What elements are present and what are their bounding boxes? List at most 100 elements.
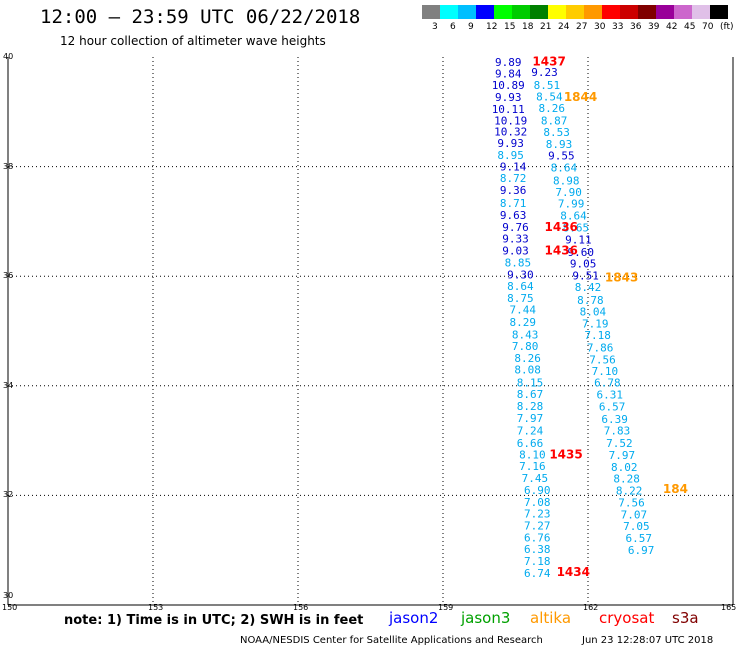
colorbar-swatch [620, 5, 638, 19]
colorbar-label: 45 [684, 22, 696, 32]
pass-time-labels: 1437 1844 1436 1436 1843 1435 1434 184 [532, 54, 688, 579]
lat-tick-label: 34 [3, 380, 14, 390]
legend-altika: altika [530, 609, 572, 627]
wave-height-value: 6.76 [524, 532, 551, 545]
pass-time-label: 1436 [545, 220, 578, 234]
lat-tick-label: 38 [3, 161, 14, 171]
wave-height-value: 7.08 [524, 496, 551, 509]
footer-credit: NOAA/NESDIS Center for Satellite Applica… [240, 635, 543, 646]
wave-height-value: 9.11 [565, 233, 592, 246]
wave-height-value: 9.05 [570, 258, 597, 271]
wave-height-value: 8.08 [514, 363, 541, 376]
colorbar-label: 36 [630, 22, 642, 32]
wave-height-value: 9.76 [502, 221, 529, 234]
wave-height-value: 8.65 [563, 221, 590, 234]
wave-height-value: 6.90 [524, 484, 551, 497]
wave-height-value: 9.55 [548, 150, 575, 163]
wave-height-value: 7.44 [510, 304, 537, 317]
wave-height-value: 7.97 [609, 449, 636, 462]
wave-height-value: 7.80 [512, 340, 539, 353]
map-grid [7, 57, 734, 606]
colorbar-label: 70 [702, 22, 714, 32]
wave-height-value: 9.93 [497, 137, 524, 150]
legend-cryosat: cryosat [599, 609, 655, 627]
colorbar-label: 15 [504, 22, 516, 32]
wave-height-value: 8.53 [543, 126, 570, 139]
wave-height-value: 8.78 [577, 294, 604, 307]
legend-s3a: s3a [672, 609, 699, 627]
pass-time-label: 1437 [532, 54, 565, 68]
page-title: 12:00 – 23:59 UTC 06/22/2018 [40, 6, 361, 28]
wave-height-value: 6.39 [601, 413, 628, 426]
wave-height-value: 6.97 [628, 544, 655, 557]
lat-tick-label: 36 [3, 271, 14, 281]
wave-height-value: 9.93 [495, 91, 522, 104]
colorbar-label: 21 [540, 22, 552, 32]
wave-height-value: 10.32 [494, 126, 527, 139]
wave-height-value: 7.90 [555, 186, 582, 199]
wave-height-value: 9.63 [500, 209, 527, 222]
colorbar-label: 6 [450, 22, 456, 32]
pass-time-label: 1434 [557, 565, 590, 579]
lon-tick-label: 159 [438, 603, 454, 612]
wave-height-value: 9.14 [500, 161, 527, 174]
lon-tick-label: 162 [583, 603, 599, 612]
lat-tick-label: 32 [3, 490, 14, 500]
colorbar-label: 33 [612, 22, 624, 32]
colorbar-swatch [710, 5, 728, 19]
wave-height-value: 7.05 [623, 520, 650, 533]
colorbar-swatch [476, 5, 494, 19]
wave-height-value: 7.07 [621, 509, 648, 522]
colorbar-swatch [440, 5, 458, 19]
wave-height-value: 8.64 [507, 280, 534, 293]
wave-height-value: 7.19 [582, 317, 609, 330]
wave-height-value: 9.60 [568, 246, 595, 259]
colorbar-label: 18 [522, 22, 534, 32]
wave-height-value: 9.51 [572, 270, 599, 283]
page-subtitle: 12 hour collection of altimeter wave hei… [60, 34, 326, 48]
footer-timestamp: Jun 23 12:28:07 UTC 2018 [582, 635, 714, 646]
wave-height-value: 8.22 [616, 484, 643, 497]
wave-height-value: 8.64 [551, 162, 578, 175]
lat-tick-label: 30 [3, 591, 14, 600]
pass-time-label: 184 [663, 482, 688, 496]
wave-height-value: 8.51 [534, 79, 561, 92]
wave-height-value: 9.84 [495, 67, 522, 80]
wave-height-value: 8.02 [611, 461, 638, 474]
wave-height-value: 8.43 [512, 328, 539, 341]
pass-time-label: 1435 [549, 447, 582, 461]
wave-height-points: 9.899.8410.899.9310.1110.1910.329.938.95… [492, 56, 655, 580]
pass-time-label: 1436 [545, 243, 578, 257]
wave-height-value: 7.18 [584, 329, 611, 342]
wave-height-value: 7.23 [524, 507, 551, 520]
colorbar-swatch [584, 5, 602, 19]
colorbar-swatch [692, 5, 710, 19]
wave-height-value: 8.67 [517, 388, 544, 401]
colorbar-label: 30 [594, 22, 606, 32]
colorbar-label: 9 [468, 22, 474, 32]
wave-height-value: 8.95 [497, 149, 524, 162]
legend-jason3: jason3 [461, 609, 511, 627]
wave-height-value: 7.86 [587, 341, 614, 354]
wave-height-value: 7.56 [589, 353, 616, 366]
wave-height-value: 8.26 [514, 352, 541, 365]
wave-height-value: 6.57 [626, 532, 653, 545]
wave-height-value: 9.89 [495, 56, 522, 69]
legend-note: note: 1) Time is in UTC; 2) SWH is in fe… [64, 613, 364, 628]
wave-height-value: 9.36 [500, 184, 527, 197]
wave-height-value: 6.38 [524, 543, 551, 556]
colorbar-label: 24 [558, 22, 570, 32]
colorbar-swatch [674, 5, 692, 19]
colorbar-label: 3 [432, 22, 438, 32]
colorbar-swatch [566, 5, 584, 19]
pass-time-label: 1844 [564, 90, 597, 104]
wave-height-value: 8.87 [541, 115, 568, 128]
colorbar-swatch [548, 5, 566, 19]
wave-height-value: 6.31 [597, 389, 624, 402]
colorbar-swatch [638, 5, 656, 19]
wave-height-value: 8.75 [507, 292, 534, 305]
lon-tick-label: 153 [148, 603, 164, 612]
wave-height-value: 7.18 [524, 555, 551, 568]
lon-tick-label: 165 [721, 603, 737, 612]
wave-height-value: 8.28 [517, 400, 544, 413]
